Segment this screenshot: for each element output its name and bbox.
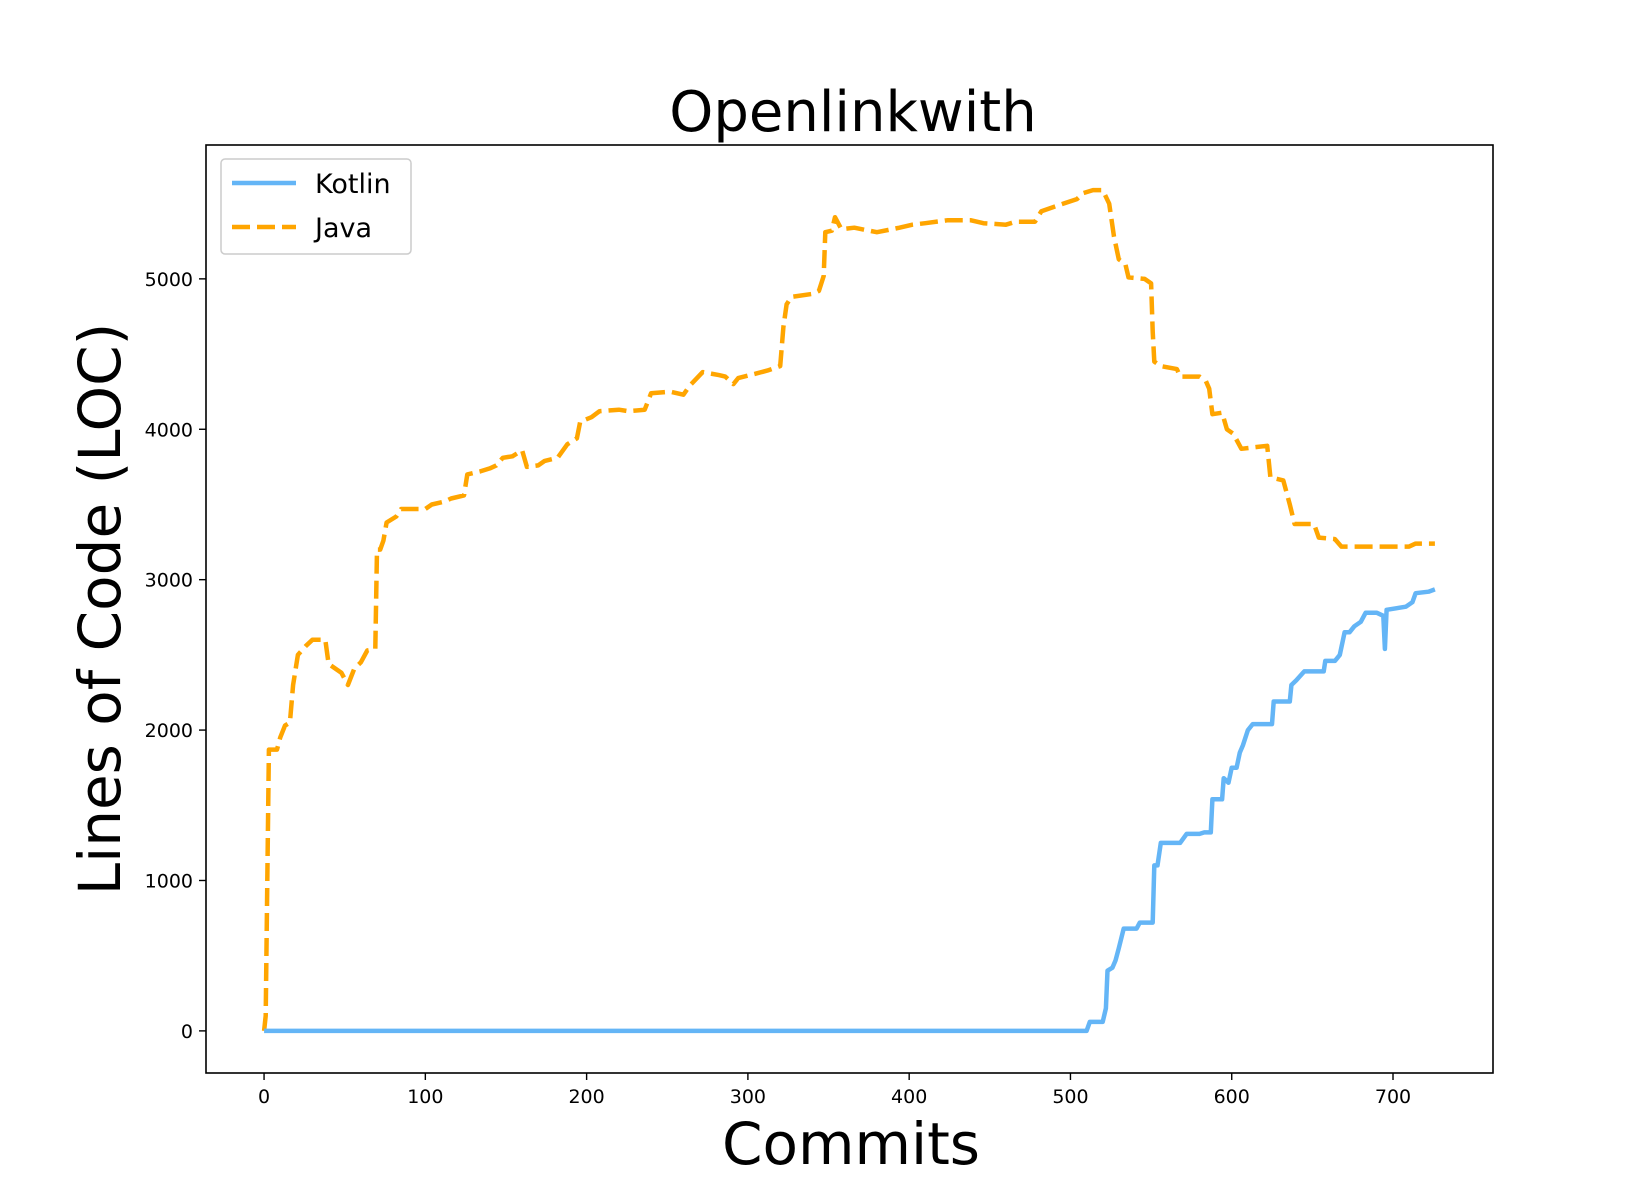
plot-area [206,145,1493,1073]
x-tick-label: 700 [1375,1086,1411,1108]
y-tick-label: 4000 [145,419,193,441]
x-tick-label: 600 [1214,1086,1250,1108]
y-tick-label: 5000 [145,269,193,291]
x-tick-label: 200 [568,1086,604,1108]
x-axis: 0 100 200 300 400 500 600 700 [258,1073,1411,1108]
y-tick-label: 0 [181,1021,193,1043]
legend: Kotlin Java [220,158,412,255]
series-line-kotlin [264,587,1436,1034]
y-axis: 0 1000 2000 3000 4000 5000 [145,269,206,1043]
chart-title: Openlinkwith [669,80,1036,145]
y-axis-title: Lines of Code (LOC) [66,323,134,895]
x-tick-label: 500 [1052,1086,1088,1108]
y-tick-label: 3000 [145,570,193,592]
series-line-java [261,187,1435,1032]
x-tick-label: 100 [407,1086,443,1108]
legend-label-kotlin: Kotlin [315,169,391,200]
y-tick-label: 2000 [145,720,193,742]
x-axis-title: Commits [722,1110,980,1178]
x-tick-label: 0 [258,1086,270,1108]
series-layer [261,187,1436,1034]
x-tick-label: 300 [730,1086,766,1108]
legend-label-java: Java [313,213,372,244]
x-tick-label: 400 [891,1086,927,1108]
y-tick-label: 1000 [145,870,193,892]
plot-frame [205,144,1494,1074]
